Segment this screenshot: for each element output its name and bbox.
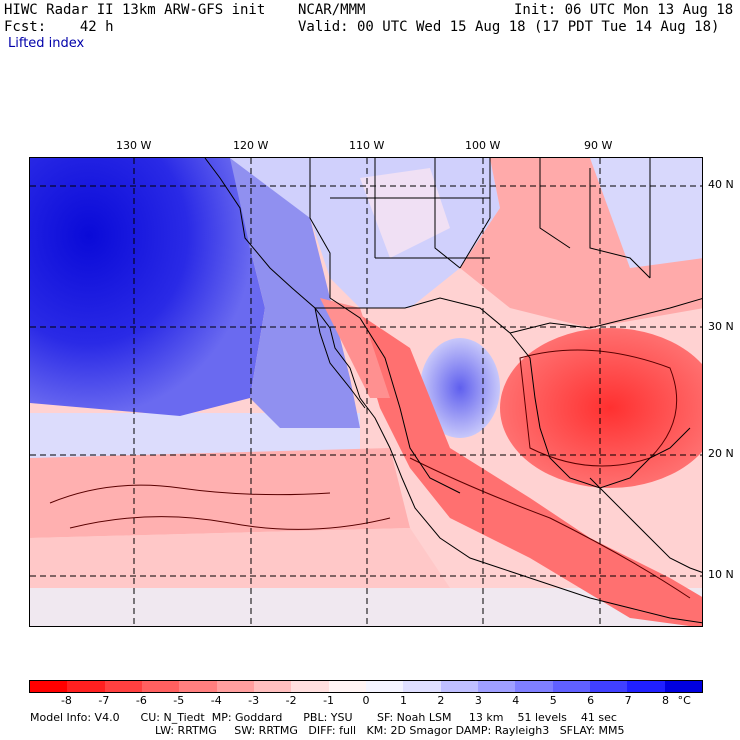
colorbar-swatch — [216, 681, 254, 692]
colorbar-swatch — [477, 681, 516, 692]
valid-time: Valid: 00 UTC Wed 15 Aug 18 (17 PDT Tue … — [298, 19, 720, 35]
gulf-of-california-region — [320, 298, 390, 398]
coastal-blue-region — [230, 158, 360, 428]
lat-label: 40 N — [708, 178, 734, 191]
colorbar-tick-label: 8 — [662, 694, 670, 707]
coastlines — [204, 158, 702, 624]
colorbar-swatch — [589, 681, 628, 692]
colorbar-tick-label: 6 — [587, 694, 595, 707]
contour-line — [519, 349, 678, 467]
contour-line — [69, 516, 391, 530]
model-info-line2: LW: RRTMG SW: RRTMG DIFF: full KM: 2D Sm… — [155, 724, 625, 737]
tropical-band-south — [30, 528, 450, 588]
colorbar-tick-label: 4 — [512, 694, 520, 707]
model-info-line1: Model Info: V4.0 CU: N_Tiedt MP: Goddard… — [30, 711, 617, 724]
colorbar-swatch — [328, 681, 366, 692]
lon-label: 130 W — [116, 139, 152, 152]
colorbar-swatch — [627, 681, 665, 692]
lon-label: 100 W — [465, 139, 501, 152]
lat-label: 20 N — [708, 447, 734, 460]
colorbar-swatch — [365, 681, 404, 692]
mexico-plateau-region — [420, 338, 500, 438]
init-time: Init: 06 UTC Mon 13 Aug 18 — [514, 2, 734, 18]
political-borders — [309, 158, 651, 334]
colorbar-swatch — [253, 681, 292, 692]
colorbar-tick-label: 3 — [474, 694, 482, 707]
colorbar-swatch — [291, 681, 329, 692]
colorbar-swatch — [30, 681, 68, 692]
south-band — [30, 588, 702, 626]
colorbar-swatch — [552, 681, 590, 692]
contour-line — [409, 457, 691, 599]
lat-label: 10 N — [708, 568, 734, 581]
colorbar-tick-label: 5 — [549, 694, 557, 707]
product-title: HIWC Radar II 13km ARW-GFS init — [4, 2, 266, 18]
colorbar-tick-label: -8 — [60, 694, 72, 707]
colorbar-tick-label: 0 — [362, 694, 370, 707]
tropical-band — [30, 448, 410, 538]
colorbar-tick-label: 2 — [437, 694, 445, 707]
gulf-unstable-region — [500, 328, 702, 488]
colorbar — [29, 680, 703, 693]
colorbar-tick-label: -1 — [323, 694, 335, 707]
colorbar-swatch — [515, 681, 553, 692]
colorbar-swatch — [179, 681, 217, 692]
colorbar-tick-label: -7 — [98, 694, 110, 707]
colorbar-tick-label: -6 — [135, 694, 147, 707]
pacific-stable-region — [30, 158, 265, 416]
colorbar-swatch — [440, 681, 478, 692]
colorbar-swatch — [403, 681, 441, 692]
colorbar-swatch — [141, 681, 180, 692]
colorbar-tick-label: 1 — [399, 694, 407, 707]
organization-label: NCAR/MMM — [298, 2, 366, 18]
lon-label: 110 W — [349, 139, 385, 152]
colorbar-swatch — [664, 681, 702, 692]
colorbar-swatch — [67, 681, 105, 692]
colorbar-tick-label: -4 — [210, 694, 222, 707]
colorbar-tick-label: -3 — [248, 694, 260, 707]
lifted-index-map — [29, 157, 703, 627]
lon-label: 120 W — [233, 139, 269, 152]
colorbar-tick-label: -2 — [285, 694, 297, 707]
map-svg — [30, 158, 702, 626]
lat-lon-grid — [30, 158, 702, 626]
colorbar-tick-label: °C — [677, 694, 691, 707]
great-basin-region — [360, 168, 450, 258]
field-name: Lifted index — [8, 36, 85, 51]
lat-label: 30 N — [708, 320, 734, 333]
colorbar-tick-label: -5 — [173, 694, 185, 707]
mexico-pacific-coast-region — [350, 308, 702, 626]
lon-label: 90 W — [584, 139, 613, 152]
forecast-hour: Fcst: 42 h — [4, 19, 114, 35]
colorbar-tick-label: 7 — [624, 694, 632, 707]
contour-line — [49, 484, 331, 504]
colorbar-swatch — [104, 681, 142, 692]
